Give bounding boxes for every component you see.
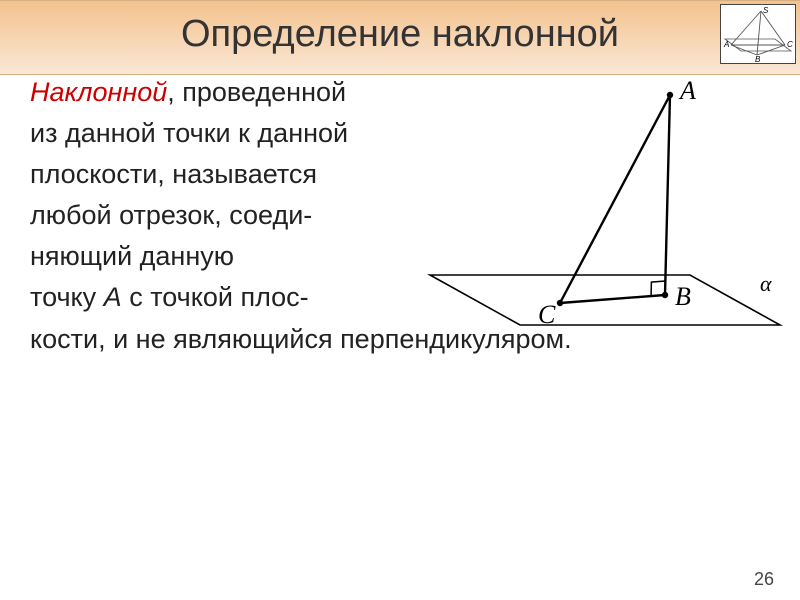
svg-text:C: C [787,40,793,49]
content-area: Наклонной, проведенной из данной точки к… [0,75,800,357]
thumbnail-svg: S A B C [721,5,795,63]
svg-text:B: B [675,282,691,311]
term-naklonnaya: Наклонной [30,77,167,107]
svg-text:A: A [678,76,696,105]
line-1b: , проведенной [167,77,346,107]
svg-text:α: α [760,271,772,296]
svg-text:C: C [538,300,556,329]
thumbnail: S A B C [720,4,796,64]
svg-text:S: S [763,6,769,15]
svg-text:B: B [755,55,761,63]
slide-title: Определение наклонной [181,13,619,55]
diagram-svg: α A B C [420,65,790,365]
page-number: 26 [754,569,774,590]
point-A-ref: А [104,282,122,312]
line-6-pre: точку [30,282,104,312]
svg-text:A: A [723,40,729,49]
main-diagram: α A B C [420,65,790,365]
title-bar: Определение наклонной [0,0,800,75]
line-6-post: с точкой плос- [122,282,309,312]
